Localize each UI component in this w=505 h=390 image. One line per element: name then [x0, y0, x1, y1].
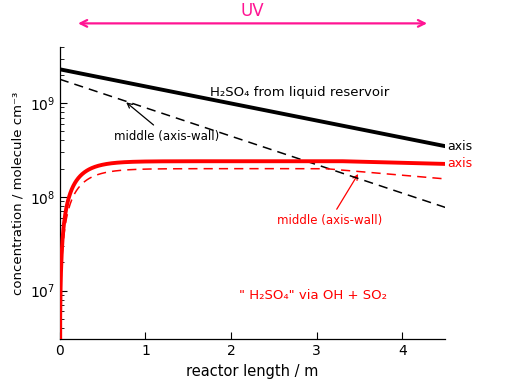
Y-axis label: concentration / molecule cm⁻³: concentration / molecule cm⁻³: [11, 92, 24, 295]
Text: H₂SO₄ from liquid reservoir: H₂SO₄ from liquid reservoir: [210, 86, 388, 99]
Text: middle (axis-wall): middle (axis-wall): [114, 103, 219, 142]
Text: UV: UV: [240, 2, 264, 20]
Text: axis: axis: [446, 140, 471, 152]
Text: axis: axis: [446, 158, 471, 170]
Text: middle (axis-wall): middle (axis-wall): [276, 175, 381, 227]
Text: " H₂SO₄" via OH + SO₂: " H₂SO₄" via OH + SO₂: [238, 289, 386, 301]
X-axis label: reactor length / m: reactor length / m: [186, 364, 318, 379]
